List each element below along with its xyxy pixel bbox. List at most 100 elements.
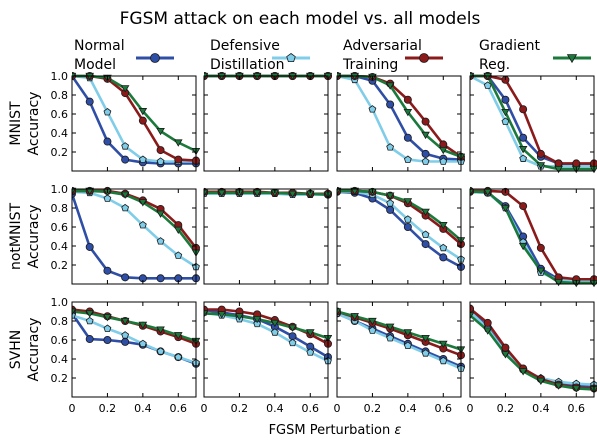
data-point [387,200,394,207]
data-point [387,101,394,108]
figure-title: FGSM attack on each model vs. all models [120,9,481,29]
row-1-y-label: MNIST Accuracy [8,92,42,156]
data-point [555,160,562,167]
y-tick-label: 0.4 [51,127,69,140]
panel-r1-c3 [333,72,464,171]
series-line-1 [470,192,594,281]
data-point [122,338,129,345]
data-point [422,158,429,165]
legend-marker-1 [151,54,160,63]
data-point [440,254,447,261]
legend-label-2-1: Defensive [210,38,280,54]
y-tick-label: 0.4 [51,353,69,366]
series-group [68,306,199,367]
y-tick-label: 1.0 [51,296,69,309]
x-tick-label: 0 [69,402,76,415]
data-point [157,158,164,165]
series-group [200,188,331,198]
series-group [466,72,597,172]
x-tick-label: 0.4 [134,402,152,415]
data-point [86,98,93,105]
data-point [440,141,447,148]
panel-frame [470,189,594,284]
panel-r2-c3 [333,187,464,284]
data-point [502,96,509,103]
data-point [520,203,527,210]
x-tick-label: 0 [467,402,474,415]
legend-label-3-2: Training [342,57,398,73]
x-tick-label: 0 [334,402,341,415]
data-point [157,275,164,282]
x-tick-label: 0.2 [99,402,117,415]
panel-r3-c3: 0 0.2 0.4 0.6 [333,302,464,415]
data-point [422,118,429,125]
row-3-y-label-line-2: Accuracy [26,318,42,382]
data-point [157,147,164,154]
panel-frame [337,189,461,284]
row-3-y-label-line-1: SVHN [8,330,24,369]
x-tick-label: 0.2 [364,402,382,415]
series-group [333,187,464,270]
panel-grid: MNIST Accuracy 0.2 0.4 0.6 0.8 1.0 notMNIST Accu… [8,70,597,415]
panel-r2-c4 [466,187,597,286]
row-1-y-label-line-2: Accuracy [26,92,42,156]
data-point [289,333,296,340]
series-line-3 [72,76,196,161]
series-line-4 [470,192,594,283]
x-tick-label: 0.4 [266,402,284,415]
legend-entry-2: Defensive Distillation [210,38,310,73]
data-point [573,160,580,167]
data-point [139,340,146,347]
data-point [404,96,411,103]
panel-frame [72,189,196,284]
series-line-2 [470,76,594,166]
legend-label-4-1: Gradient [479,38,540,54]
y-tick-label: 0.4 [51,240,69,253]
series-group [68,187,199,282]
y-tick-label: 0.6 [51,221,69,234]
y-tick-label: 1.0 [51,183,69,196]
y-tick-label: 0.2 [51,259,69,272]
panel-r2-c1: 0.2 0.4 0.6 0.8 1.0 [51,183,200,284]
panel-frame [204,189,328,284]
legend-label-3-1: Adversarial [343,38,422,54]
x-tick-label: 0.2 [497,402,515,415]
data-point [122,274,129,281]
y-tick-label: 0.8 [51,202,69,215]
series-group [466,187,597,286]
x-axis-label-symbol: ε [394,423,401,438]
data-point [502,344,509,351]
series-group [333,72,464,164]
data-point [104,138,111,145]
panel-r1-c4 [466,72,597,172]
series-group [466,305,597,393]
data-point [404,134,411,141]
series-group [68,72,199,167]
data-point [422,241,429,248]
legend-label-1-1: Normal [74,38,125,54]
row-2-y-label-line-1: notMNIST [8,203,24,270]
legend-entry-4: GradientReg. [479,38,591,73]
panel-frame [204,76,328,171]
series-line-1 [72,76,196,163]
y-tick-label: 0.6 [51,334,69,347]
x-tick-label: 0.6 [170,402,188,415]
panel-frame [72,302,196,397]
panel-r2-c2 [200,188,331,284]
data-point [422,150,429,157]
y-tick-label: 0.2 [51,372,69,385]
series-group [333,308,464,372]
data-point [520,106,527,113]
x-tick-label: 0.6 [435,402,453,415]
legend-entry-1: Normal Model [74,38,174,73]
series-line-1 [72,194,196,279]
data-point [86,317,93,324]
data-point [122,332,129,339]
series-line-4 [337,191,461,240]
series-line-2 [470,192,594,281]
series-line-2 [72,76,196,162]
legend-marker-3 [420,54,429,63]
y-tick-label: 0.8 [51,89,69,102]
data-point [520,134,527,141]
